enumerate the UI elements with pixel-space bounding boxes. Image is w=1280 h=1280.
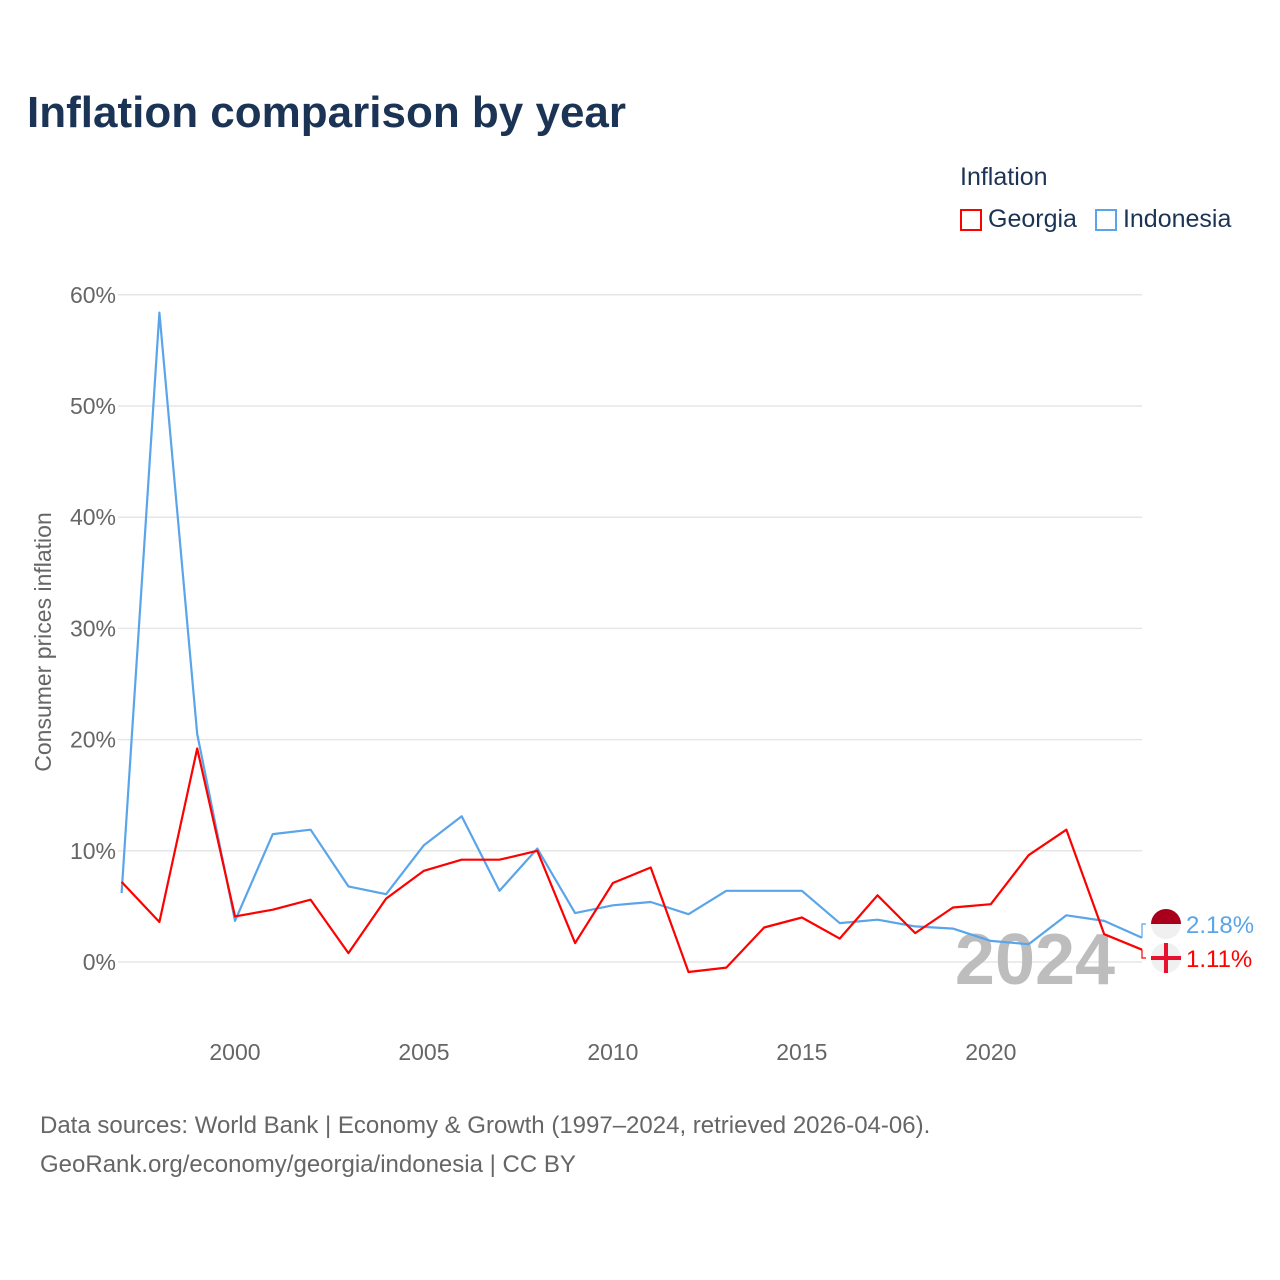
- chart-title: Inflation comparison by year: [27, 88, 627, 137]
- y-tick-label: 40%: [70, 504, 116, 530]
- data-source: Data sources: World Bank | Economy & Gro…: [40, 1112, 931, 1139]
- legend-title: Inflation: [960, 163, 1048, 191]
- legend-swatch-indonesia: [1094, 208, 1117, 231]
- end-value-label: 1.11%: [1186, 946, 1252, 973]
- legend-label: Indonesia: [1122, 205, 1232, 233]
- y-tick-label: 50%: [70, 393, 116, 419]
- series-line-indonesia: [120, 311, 1143, 946]
- x-tick-label: 2020: [965, 1039, 1016, 1065]
- footer: Data sources: World Bank | Economy & Gro…: [40, 1106, 930, 1184]
- source-link[interactable]: GeoRank.org/economy/georgia/indonesia | …: [40, 1151, 576, 1178]
- y-tick-label: 0%: [83, 949, 116, 975]
- legend-swatch-georgia: [960, 208, 982, 231]
- x-tick-label: 2000: [209, 1039, 260, 1065]
- x-tick-label: 2015: [776, 1039, 827, 1065]
- x-tick-label: 2005: [398, 1039, 449, 1065]
- y-tick-label: 20%: [70, 727, 116, 753]
- y-tick-label: 30%: [70, 615, 116, 641]
- series-line-georgia: [120, 747, 1143, 974]
- legend: Georgia Indonesia: [960, 205, 1231, 234]
- y-tick-label: 10%: [70, 838, 116, 864]
- end-connector: [1141, 923, 1146, 938]
- legend-item-indonesia[interactable]: Indonesia: [1094, 205, 1232, 234]
- legend-label: Georgia: [988, 205, 1077, 233]
- y-tick-label: 60%: [70, 282, 116, 308]
- end-connector: [1141, 949, 1146, 959]
- legend-item-georgia[interactable]: Georgia: [960, 205, 1077, 234]
- x-tick-label: 2010: [587, 1039, 638, 1065]
- flag-georgia-cross-icon: [1164, 943, 1168, 973]
- year-watermark: 2024: [955, 920, 1115, 1000]
- y-axis-label: Consumer prices inflation: [30, 512, 56, 772]
- flag-indonesia-red-icon: [1151, 909, 1181, 924]
- end-value-label: 2.18%: [1186, 912, 1254, 939]
